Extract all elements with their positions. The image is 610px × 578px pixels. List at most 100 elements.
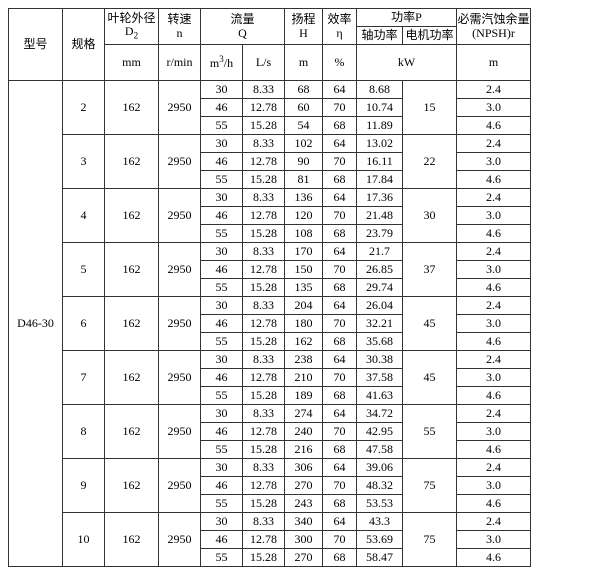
unit-pct: %	[323, 45, 357, 81]
spec-value: 3	[63, 135, 105, 189]
flow-m3h: 30	[201, 405, 243, 423]
npsh-value: 3.0	[457, 99, 531, 117]
npsh-value: 3.0	[457, 423, 531, 441]
shaft-power-value: 42.95	[357, 423, 403, 441]
shaft-power-value: 16.11	[357, 153, 403, 171]
eff-value: 64	[323, 189, 357, 207]
npsh-value: 3.0	[457, 315, 531, 333]
flow-m3h: 46	[201, 531, 243, 549]
flow-m3h: 46	[201, 423, 243, 441]
npsh-value: 4.6	[457, 171, 531, 189]
shaft-power-value: 26.04	[357, 297, 403, 315]
eff-value: 70	[323, 477, 357, 495]
diameter-value: 162	[105, 459, 159, 513]
eff-value: 68	[323, 441, 357, 459]
npsh-value: 4.6	[457, 279, 531, 297]
shaft-power-value: 32.21	[357, 315, 403, 333]
motor-power-value: 75	[403, 459, 457, 513]
head-value: 90	[285, 153, 323, 171]
npsh-value: 4.6	[457, 495, 531, 513]
spec-value: 8	[63, 405, 105, 459]
npsh-value: 2.4	[457, 135, 531, 153]
head-value: 210	[285, 369, 323, 387]
flow-ls: 15.28	[243, 171, 285, 189]
motor-power-value: 15	[403, 81, 457, 135]
eff-value: 70	[323, 531, 357, 549]
shaft-power-value: 23.79	[357, 225, 403, 243]
eff-value: 70	[323, 261, 357, 279]
head-value: 136	[285, 189, 323, 207]
col-diameter: 叶轮外径D2	[105, 9, 159, 45]
flow-m3h: 46	[201, 315, 243, 333]
spec-value: 4	[63, 189, 105, 243]
flow-m3h: 55	[201, 225, 243, 243]
flow-m3h: 46	[201, 207, 243, 225]
head-value: 340	[285, 513, 323, 531]
npsh-value: 2.4	[457, 297, 531, 315]
flow-ls: 12.78	[243, 207, 285, 225]
flow-ls: 12.78	[243, 261, 285, 279]
spec-value: 6	[63, 297, 105, 351]
npsh-value: 3.0	[457, 477, 531, 495]
shaft-power-value: 26.85	[357, 261, 403, 279]
shaft-power-value: 48.32	[357, 477, 403, 495]
diameter-value: 162	[105, 243, 159, 297]
flow-m3h: 55	[201, 549, 243, 567]
eff-value: 68	[323, 225, 357, 243]
eff-value: 64	[323, 405, 357, 423]
head-value: 150	[285, 261, 323, 279]
shaft-power-value: 43.3	[357, 513, 403, 531]
head-value: 306	[285, 459, 323, 477]
flow-ls: 15.28	[243, 117, 285, 135]
motor-power-value: 55	[403, 405, 457, 459]
npsh-value: 3.0	[457, 207, 531, 225]
flow-ls: 8.33	[243, 351, 285, 369]
diameter-value: 162	[105, 351, 159, 405]
head-value: 54	[285, 117, 323, 135]
flow-ls: 8.33	[243, 81, 285, 99]
eff-value: 70	[323, 207, 357, 225]
eff-value: 68	[323, 117, 357, 135]
eff-value: 64	[323, 351, 357, 369]
shaft-power-value: 35.68	[357, 333, 403, 351]
head-value: 270	[285, 549, 323, 567]
col-speed: 转速n	[159, 9, 201, 45]
spec-value: 10	[63, 513, 105, 567]
shaft-power-value: 17.84	[357, 171, 403, 189]
col-head: 扬程H	[285, 9, 323, 45]
spec-value: 5	[63, 243, 105, 297]
motor-power-value: 45	[403, 297, 457, 351]
head-value: 180	[285, 315, 323, 333]
shaft-power-value: 34.72	[357, 405, 403, 423]
diameter-value: 162	[105, 81, 159, 135]
flow-ls: 8.33	[243, 135, 285, 153]
flow-m3h: 30	[201, 459, 243, 477]
speed-value: 2950	[159, 243, 201, 297]
speed-value: 2950	[159, 513, 201, 567]
flow-ls: 15.28	[243, 495, 285, 513]
shaft-power-value: 41.63	[357, 387, 403, 405]
flow-m3h: 55	[201, 387, 243, 405]
npsh-value: 2.4	[457, 351, 531, 369]
unit-kw: kW	[357, 45, 457, 81]
eff-value: 68	[323, 549, 357, 567]
flow-m3h: 55	[201, 333, 243, 351]
head-value: 189	[285, 387, 323, 405]
head-value: 170	[285, 243, 323, 261]
motor-power-value: 30	[403, 189, 457, 243]
shaft-power-value: 53.69	[357, 531, 403, 549]
shaft-power-value: 21.7	[357, 243, 403, 261]
npsh-value: 3.0	[457, 369, 531, 387]
flow-ls: 15.28	[243, 549, 285, 567]
head-value: 60	[285, 99, 323, 117]
npsh-value: 2.4	[457, 81, 531, 99]
npsh-value: 4.6	[457, 117, 531, 135]
shaft-power-value: 29.74	[357, 279, 403, 297]
flow-ls: 8.33	[243, 513, 285, 531]
eff-value: 68	[323, 387, 357, 405]
speed-value: 2950	[159, 459, 201, 513]
head-value: 240	[285, 423, 323, 441]
eff-value: 64	[323, 297, 357, 315]
head-value: 238	[285, 351, 323, 369]
flow-m3h: 30	[201, 513, 243, 531]
